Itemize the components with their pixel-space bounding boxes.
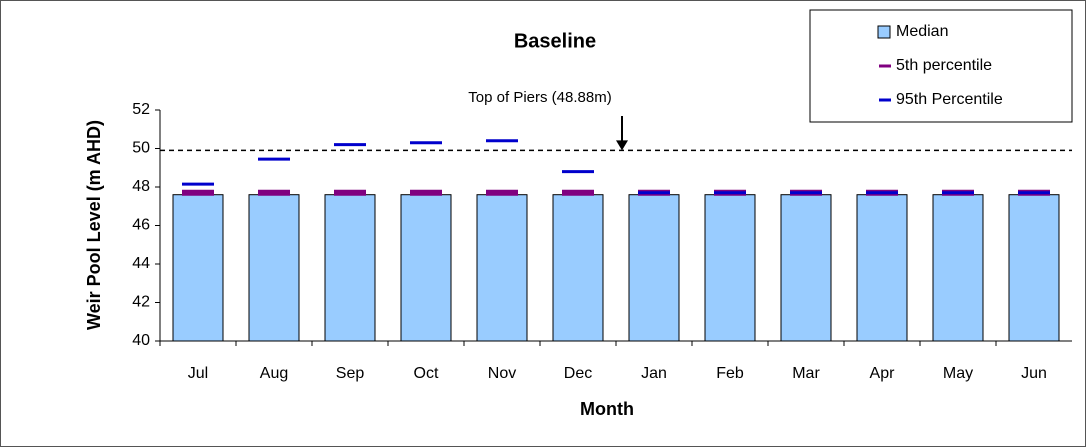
y-tick-label: 42 bbox=[132, 294, 150, 311]
chart-title: Baseline bbox=[514, 30, 596, 52]
x-tick-label: Jan bbox=[641, 365, 667, 382]
x-tick-label: Sep bbox=[336, 365, 365, 382]
x-tick-label: May bbox=[943, 365, 973, 382]
x-tick-label: Dec bbox=[564, 365, 592, 382]
x-tick-label: Aug bbox=[260, 365, 288, 382]
x-axis-title: Month bbox=[580, 399, 634, 419]
bar bbox=[552, 194, 604, 342]
x-tick-label: Feb bbox=[716, 365, 744, 382]
bar bbox=[476, 194, 528, 342]
y-tick-label: 40 bbox=[132, 332, 150, 349]
x-tick-label: Jun bbox=[1021, 365, 1047, 382]
bar bbox=[172, 194, 224, 342]
reference-label: Top of Piers (48.88m) bbox=[468, 89, 611, 106]
y-tick-label: 44 bbox=[132, 255, 150, 272]
y-tick-label: 48 bbox=[132, 178, 150, 195]
bar bbox=[1008, 194, 1060, 342]
bar bbox=[780, 194, 832, 342]
x-tick-label: Apr bbox=[870, 365, 896, 382]
bar bbox=[324, 194, 376, 342]
bar bbox=[704, 194, 756, 342]
legend-label: 95th Percentile bbox=[896, 91, 1003, 108]
reference-arrowhead bbox=[616, 140, 628, 151]
y-axis-title: Weir Pool Level (m AHD) bbox=[84, 120, 104, 330]
y-tick-label: 46 bbox=[132, 217, 150, 234]
x-tick-label: Mar bbox=[792, 365, 820, 382]
legend-box bbox=[809, 9, 1073, 123]
y-tick-label: 52 bbox=[132, 101, 150, 118]
legend-label: 5th percentile bbox=[896, 57, 992, 74]
bar bbox=[400, 194, 452, 342]
x-tick-label: Jul bbox=[188, 365, 208, 382]
bar bbox=[856, 194, 908, 342]
bar bbox=[932, 194, 984, 342]
bar bbox=[248, 194, 300, 342]
x-tick-label: Nov bbox=[488, 365, 516, 382]
x-tick-label: Oct bbox=[414, 365, 439, 382]
bar bbox=[628, 194, 680, 342]
y-tick-label: 50 bbox=[132, 140, 150, 157]
legend-label: Median bbox=[896, 23, 948, 40]
legend-swatch bbox=[877, 25, 891, 39]
